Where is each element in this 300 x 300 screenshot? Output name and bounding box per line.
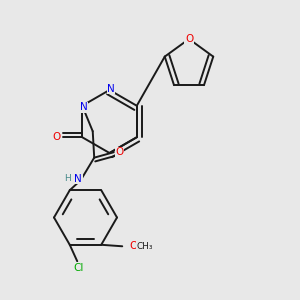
Text: O: O <box>130 241 138 251</box>
Text: H: H <box>64 174 70 183</box>
Text: Cl: Cl <box>74 263 84 273</box>
Text: O: O <box>185 34 193 44</box>
Text: CH₃: CH₃ <box>136 242 153 251</box>
Text: O: O <box>52 132 60 142</box>
Text: N: N <box>80 102 88 112</box>
Text: O: O <box>116 147 124 157</box>
Text: N: N <box>107 83 115 94</box>
Text: N: N <box>74 174 82 184</box>
